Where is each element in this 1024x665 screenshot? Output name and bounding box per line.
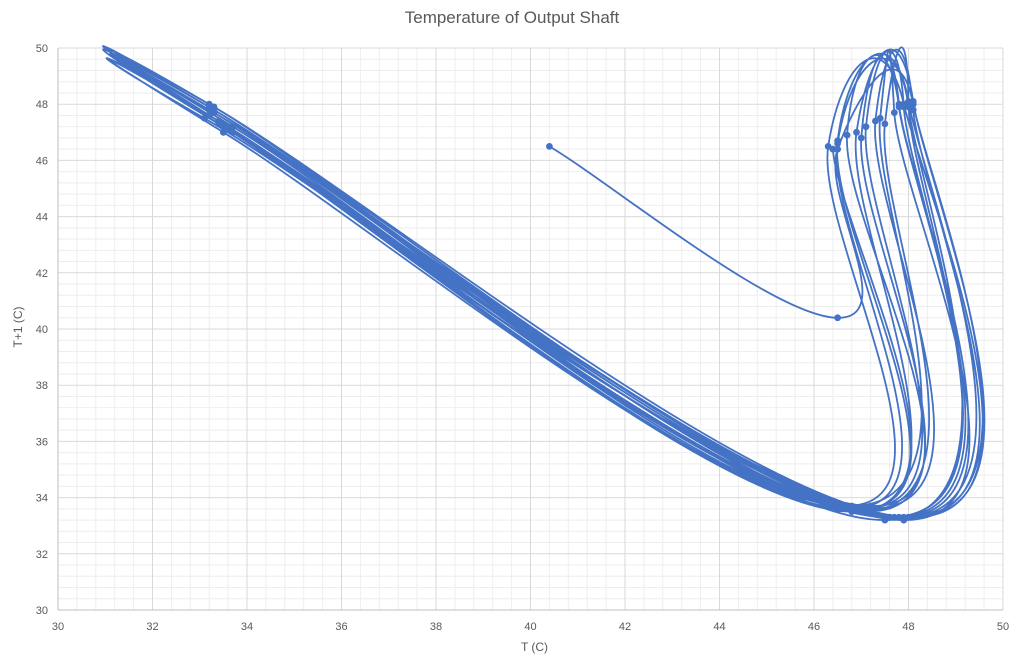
data-point-64 <box>886 513 893 521</box>
x-tick-label: 36 <box>335 621 347 633</box>
x-axis-label: T (C) <box>520 640 549 654</box>
data-point-63 <box>905 100 912 108</box>
x-tick-label: 44 <box>713 621 725 633</box>
data-point-20 <box>843 131 851 139</box>
y-tick-label: 50 <box>36 43 48 55</box>
data-point-68 <box>829 145 837 153</box>
y-tick-label: 34 <box>36 493 48 505</box>
data-point-67 <box>853 505 860 513</box>
data-point-32 <box>862 123 870 131</box>
x-tick-label: 32 <box>146 621 158 633</box>
data-point-2 <box>834 145 842 153</box>
x-tick-label: 50 <box>997 621 1009 633</box>
data-point-28 <box>909 513 917 521</box>
x-tick-label: 40 <box>524 621 536 633</box>
data-point-60 <box>229 128 237 136</box>
series-markers <box>201 97 917 524</box>
y-tick-label: 38 <box>36 380 48 392</box>
data-point-62 <box>881 120 889 128</box>
data-point-45 <box>895 100 903 108</box>
data-point-51 <box>909 106 917 114</box>
x-tick-label: 42 <box>619 621 631 633</box>
data-point-38 <box>834 140 842 147</box>
y-tick-label: 30 <box>36 605 48 617</box>
y-axis-label: T+1 (C) <box>11 306 25 348</box>
data-point-57 <box>890 109 898 117</box>
y-tick-label: 42 <box>36 268 48 280</box>
x-tick-label: 48 <box>902 621 914 633</box>
data-point-65 <box>210 103 218 111</box>
y-tick-label: 40 <box>36 324 48 336</box>
y-tick-label: 44 <box>36 212 48 224</box>
data-point-0 <box>546 142 553 150</box>
data-point-56 <box>876 114 884 122</box>
y-tick-label: 32 <box>36 549 48 561</box>
data-point-49 <box>867 505 875 513</box>
x-tick-label: 38 <box>430 621 442 633</box>
data-point-44 <box>857 134 865 142</box>
y-tick-label: 48 <box>36 99 48 111</box>
y-tick-labels: 30 32 34 36 38 40 42 44 46 48 50 <box>36 43 48 617</box>
x-tick-label: 30 <box>52 621 64 633</box>
x-tick-label: 46 <box>808 621 820 633</box>
axes <box>57 48 1003 611</box>
x-tick-labels: 30 32 34 36 38 40 42 44 46 48 50 <box>52 621 1009 633</box>
data-point-26 <box>853 128 860 136</box>
data-point-22 <box>890 513 898 521</box>
data-point-66 <box>219 123 227 131</box>
y-tick-label: 36 <box>36 436 48 448</box>
data-point-1 <box>834 314 842 322</box>
y-tick-label: 46 <box>36 155 48 167</box>
x-tick-label: 34 <box>241 621 253 633</box>
chart-title: Temperature of Output Shaft <box>404 8 620 27</box>
data-point-58 <box>900 516 908 524</box>
